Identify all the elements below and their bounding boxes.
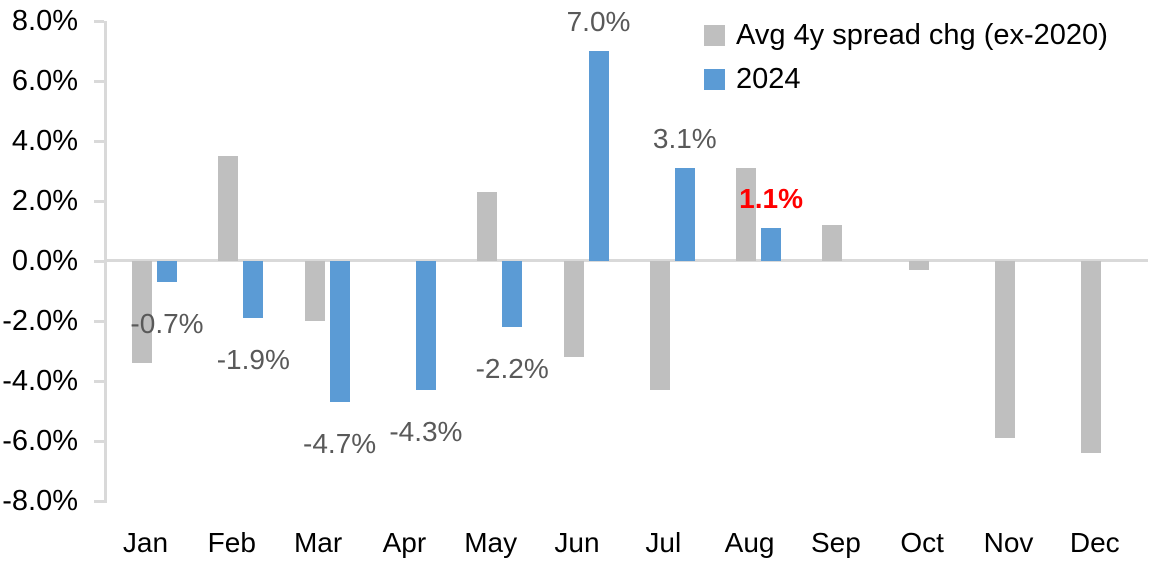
y-axis-tick: [94, 320, 104, 323]
y-axis-label: -8.0%: [2, 485, 78, 517]
y-axis-label: 4.0%: [11, 125, 78, 157]
legend-item-avg-4y-spread: Avg 4y spread chg (ex-2020): [704, 13, 1108, 57]
x-axis-label-aug: Aug: [724, 527, 775, 558]
y-axis-tick: [94, 140, 104, 143]
y-axis-label: 0.0%: [11, 245, 78, 277]
bar-2024-jul: [674, 168, 695, 261]
x-axis-label-mar: Mar: [293, 527, 343, 558]
x-axis-label-nov: Nov: [983, 527, 1034, 558]
data-label-jan: -0.7%: [130, 308, 204, 339]
zero-baseline: [104, 259, 1148, 262]
legend-swatch-gray: [704, 24, 725, 46]
y-axis-tick: [94, 380, 104, 383]
x-axis-label-jun: Jun: [554, 527, 600, 558]
bar-avg-jun: [563, 261, 584, 357]
y-axis-label: 8.0%: [11, 5, 78, 37]
legend-swatch-blue: [704, 68, 725, 90]
bar-avg-nov: [995, 261, 1015, 438]
bar-2024-may: [502, 261, 523, 327]
y-axis-tick: [94, 20, 104, 23]
bar-avg-oct: [908, 261, 929, 270]
bar-2024-apr: [415, 261, 436, 390]
bar-avg-jan: [132, 261, 152, 363]
bar-2024-jan: [157, 261, 177, 282]
y-axis-tick: [94, 500, 104, 503]
data-label-feb: -1.9%: [216, 344, 290, 375]
legend-label-avg-4y-spread: Avg 4y spread chg (ex-2020): [736, 18, 1108, 51]
y-axis-label: -2.0%: [2, 305, 78, 337]
bar-avg-may: [477, 192, 498, 261]
data-label-may: -2.2%: [475, 353, 549, 384]
bar-2024-feb: [243, 261, 264, 318]
legend: Avg 4y spread chg (ex-2020) 2024: [704, 13, 1108, 101]
legend-label-2024: 2024: [736, 62, 801, 95]
bar-avg-dec: [1081, 261, 1102, 453]
data-label-aug: 1.1%: [739, 183, 804, 214]
y-axis-tick: [94, 260, 104, 263]
x-axis-label-dec: Dec: [1069, 527, 1120, 558]
y-axis-label: -4.0%: [2, 365, 78, 397]
data-label-mar: -4.7%: [303, 428, 377, 459]
bar-2024-aug: [761, 228, 782, 261]
bar-avg-jul: [649, 261, 670, 390]
data-label-apr: -4.3%: [389, 416, 463, 447]
y-axis-tick: [94, 80, 104, 83]
y-axis-label: 2.0%: [11, 185, 78, 217]
x-axis-label-may: May: [464, 527, 518, 558]
x-axis-label-oct: Oct: [900, 527, 944, 558]
x-axis-label-apr: Apr: [382, 527, 427, 558]
bar-2024-jun: [588, 51, 609, 261]
x-axis-label-feb: Feb: [207, 527, 256, 558]
data-label-jun: 7.0%: [566, 6, 631, 37]
y-axis-label: 6.0%: [11, 65, 78, 97]
legend-item-2024: 2024: [704, 57, 1108, 101]
x-axis-label-jan: Jan: [122, 527, 169, 558]
y-axis-line: [104, 21, 107, 503]
x-axis-label-sep: Sep: [810, 527, 861, 558]
y-axis-tick: [94, 200, 104, 203]
x-axis-label-jul: Jul: [645, 527, 682, 558]
y-axis-label: -6.0%: [2, 425, 78, 457]
bar-avg-mar: [304, 261, 325, 321]
bar-avg-aug: [736, 168, 757, 261]
bar-2024-mar: [329, 261, 350, 402]
bar-avg-feb: [218, 156, 239, 261]
bar-avg-sep: [822, 225, 843, 261]
data-label-jul: 3.1%: [652, 123, 717, 154]
y-axis-tick: [94, 440, 104, 443]
